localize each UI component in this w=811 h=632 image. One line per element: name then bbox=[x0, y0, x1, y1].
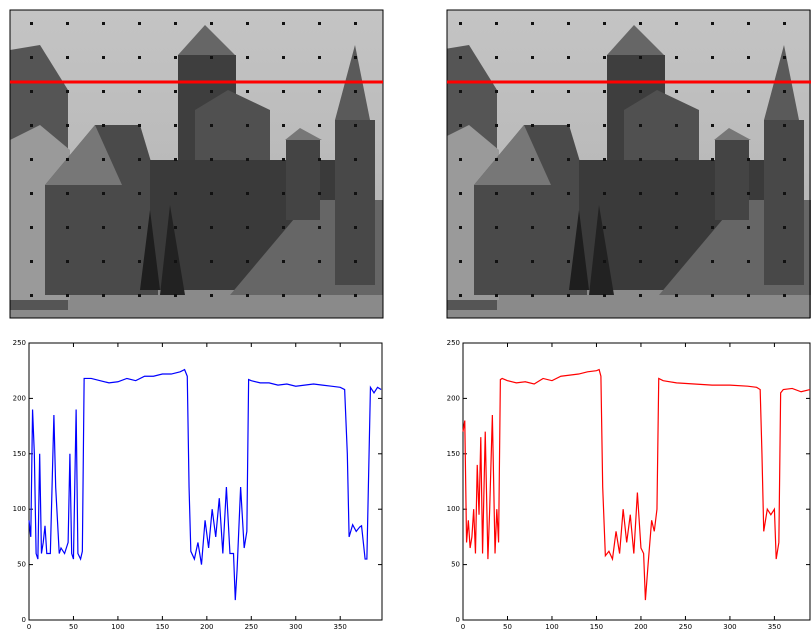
photo bbox=[10, 10, 383, 318]
data-line bbox=[462, 368, 811, 601]
y-tick-label: 150 bbox=[13, 450, 26, 458]
x-tick-label: 300 bbox=[289, 623, 302, 631]
x-tick-label: 100 bbox=[111, 623, 124, 631]
x-tick-label: 350 bbox=[768, 623, 781, 631]
plot-frame bbox=[28, 342, 383, 621]
y-tick-label: 100 bbox=[13, 505, 26, 513]
photo-right bbox=[446, 9, 811, 319]
y-tick-label: 150 bbox=[447, 450, 460, 458]
x-tick-label: 250 bbox=[679, 623, 692, 631]
y-tick-label: 0 bbox=[456, 616, 460, 624]
x-tick-label: 0 bbox=[461, 623, 465, 631]
y-tick-label: 50 bbox=[17, 561, 26, 569]
x-tick-label: 0 bbox=[27, 623, 31, 631]
photo bbox=[447, 10, 811, 318]
x-tick-label: 350 bbox=[334, 623, 347, 631]
x-tick-label: 200 bbox=[200, 623, 213, 631]
x-tick-label: 200 bbox=[634, 623, 647, 631]
photo-left bbox=[9, 9, 384, 319]
x-tick-label: 300 bbox=[723, 623, 736, 631]
x-tick-label: 150 bbox=[156, 623, 169, 631]
x-tick-label: 50 bbox=[69, 623, 78, 631]
plot-frame bbox=[462, 342, 811, 621]
y-tick-label: 250 bbox=[13, 339, 26, 347]
photo-frame bbox=[9, 9, 384, 319]
x-tick-label: 100 bbox=[545, 623, 558, 631]
x-tick-label: 50 bbox=[503, 623, 512, 631]
y-tick-label: 50 bbox=[451, 561, 460, 569]
x-tick-label: 150 bbox=[590, 623, 603, 631]
y-tick-label: 100 bbox=[447, 505, 460, 513]
y-tick-label: 0 bbox=[22, 616, 26, 624]
y-tick-label: 250 bbox=[447, 339, 460, 347]
x-tick-label: 250 bbox=[245, 623, 258, 631]
photo-frame bbox=[446, 9, 811, 319]
y-tick-label: 200 bbox=[447, 394, 460, 402]
data-line bbox=[28, 368, 382, 601]
y-tick-label: 200 bbox=[13, 394, 26, 402]
